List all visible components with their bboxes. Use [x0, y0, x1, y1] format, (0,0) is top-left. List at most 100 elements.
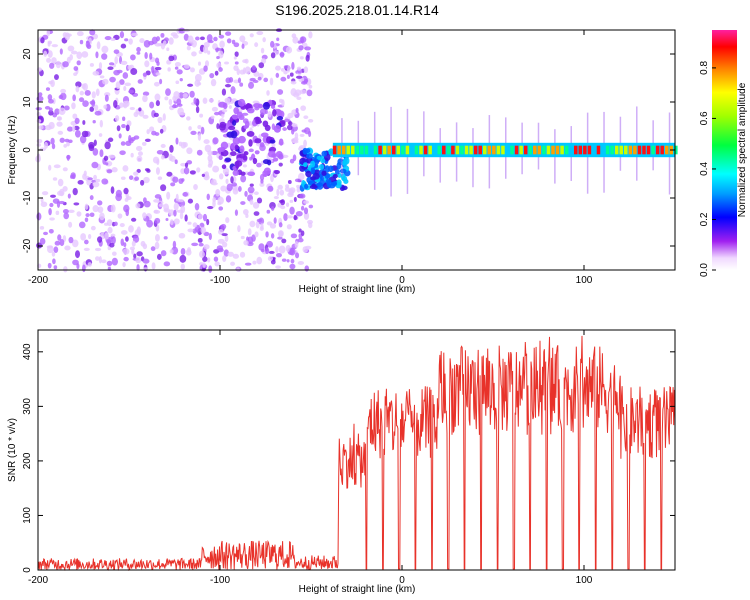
heatmap-cell — [304, 265, 309, 272]
heatmap-cell — [166, 191, 171, 200]
heatmap-cell — [304, 46, 312, 51]
heatmap-cell — [85, 213, 90, 218]
snr-x-axis-label: Height of straight line (km) — [299, 584, 416, 595]
heatmap-cell — [139, 38, 145, 44]
heatmap-cell — [36, 119, 42, 123]
heatmap-cell — [114, 115, 120, 122]
heatmap-cell — [111, 167, 118, 173]
heatmap-cell — [81, 130, 89, 138]
heatmap-cell — [260, 132, 269, 138]
heatmap-cell — [272, 157, 279, 162]
heatmap-cell — [41, 191, 49, 196]
heatmap-cell — [142, 114, 149, 119]
heatmap-cell — [232, 119, 237, 126]
heatmap-cell — [262, 37, 266, 43]
heatmap-cell — [99, 75, 105, 79]
y-tick-label: 0 — [22, 147, 33, 153]
heatmap-cell — [280, 205, 286, 210]
heatmap-cell — [160, 250, 167, 257]
heatmap-cell — [203, 65, 208, 72]
heatmap-cell — [50, 137, 55, 145]
heatmap-cell — [99, 212, 105, 221]
heatmap-cell — [211, 150, 219, 156]
heatmap-cell — [651, 145, 655, 155]
heatmap-cell — [109, 76, 116, 83]
heatmap-cell — [306, 153, 313, 159]
heatmap-cell — [321, 170, 327, 176]
heatmap-cell — [224, 97, 231, 103]
heatmap-cell — [99, 119, 103, 128]
heatmap-cell — [153, 112, 159, 118]
heatmap-cell — [59, 188, 65, 197]
heatmap-cell — [569, 145, 573, 155]
spectrogram-x-axis-label: Height of straight line (km) — [299, 284, 416, 295]
x-tick-label: -100 — [210, 275, 230, 286]
heatmap-cell — [222, 167, 230, 175]
heatmap-cell — [120, 238, 125, 246]
heatmap-cell — [294, 178, 301, 183]
heatmap-cell — [114, 56, 119, 65]
heatmap-cell — [84, 90, 91, 96]
heatmap-cell — [57, 116, 63, 121]
heatmap-cell — [405, 145, 410, 155]
heatmap-cell — [248, 148, 254, 153]
heatmap-cell — [187, 35, 194, 44]
heatmap-cell — [116, 69, 123, 74]
heatmap-cell — [182, 142, 188, 148]
heatmap-cell — [295, 252, 300, 259]
heatmap-cell — [43, 50, 48, 57]
heatmap-cell — [308, 84, 313, 89]
heatmap-cell — [247, 171, 256, 177]
heatmap-cell — [163, 261, 171, 267]
heatmap-cell — [222, 255, 227, 262]
heatmap-cell — [297, 261, 305, 265]
colorbar-ticks: 0.0 0.2 0.4 0.6 0.8 — [699, 61, 716, 277]
heatmap-cell — [309, 184, 318, 190]
heatmap-cell — [129, 106, 135, 111]
y-tick-label: 0 — [22, 567, 33, 573]
heatmap-cell — [73, 66, 79, 71]
heatmap-cell — [84, 203, 89, 210]
heatmap-cell — [160, 184, 167, 192]
heatmap-cell — [47, 40, 52, 45]
heatmap-cell — [120, 60, 128, 66]
heatmap-cell — [201, 173, 205, 177]
heatmap-cell — [254, 107, 260, 111]
heatmap-cell — [542, 145, 546, 155]
heatmap-cell — [300, 105, 307, 111]
heatmap-cell — [221, 88, 227, 96]
heatmap-cell — [587, 145, 592, 155]
heatmap-cell — [270, 233, 275, 239]
heatmap-cell — [242, 164, 247, 168]
heatmap-cell — [155, 100, 160, 107]
heatmap-cell — [58, 107, 66, 116]
heatmap-cell — [101, 53, 108, 60]
heatmap-cell — [277, 89, 284, 95]
heatmap-cell — [133, 253, 137, 259]
heatmap-cell — [154, 217, 161, 224]
heatmap-cell — [619, 145, 623, 155]
heatmap-cell — [160, 143, 166, 149]
heatmap-cell — [286, 74, 290, 80]
heatmap-cell — [193, 97, 197, 105]
heatmap-cell — [168, 153, 173, 161]
heatmap-cell — [637, 145, 642, 155]
heatmap-cell — [186, 45, 191, 51]
heatmap-cell — [234, 160, 243, 167]
heatmap-cell — [95, 178, 101, 183]
heatmap-cell — [208, 159, 214, 166]
heatmap-cell — [130, 67, 138, 76]
heatmap-cell — [183, 167, 190, 175]
heatmap-cell — [290, 80, 297, 85]
heatmap-cell — [605, 145, 610, 155]
heatmap-cell — [123, 204, 130, 213]
heatmap-cell — [150, 246, 156, 252]
heatmap-cell — [66, 154, 70, 161]
heatmap-cell — [168, 98, 173, 106]
heatmap-cell — [213, 256, 219, 262]
heatmap-cell — [142, 94, 148, 103]
heatmap-cell — [136, 251, 143, 257]
heatmap-cell — [298, 45, 304, 51]
heatmap-cell — [156, 61, 160, 66]
heatmap-cell — [273, 195, 279, 200]
